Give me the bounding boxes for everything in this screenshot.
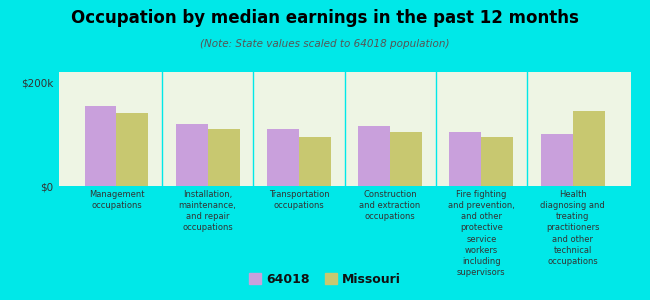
Bar [84, 106, 116, 186]
Bar [267, 129, 299, 186]
Bar [573, 111, 604, 186]
Legend: 64018, Missouri: 64018, Missouri [244, 268, 406, 291]
Bar [482, 137, 514, 186]
Bar [449, 132, 482, 186]
Bar [358, 126, 390, 186]
Bar [541, 134, 573, 186]
Text: Occupation by median earnings in the past 12 months: Occupation by median earnings in the pas… [71, 9, 579, 27]
Bar [176, 124, 207, 186]
Bar [299, 137, 331, 186]
Text: (Note: State values scaled to 64018 population): (Note: State values scaled to 64018 popu… [200, 39, 450, 49]
Bar [207, 129, 240, 186]
Bar [116, 113, 148, 186]
Bar [390, 132, 422, 186]
